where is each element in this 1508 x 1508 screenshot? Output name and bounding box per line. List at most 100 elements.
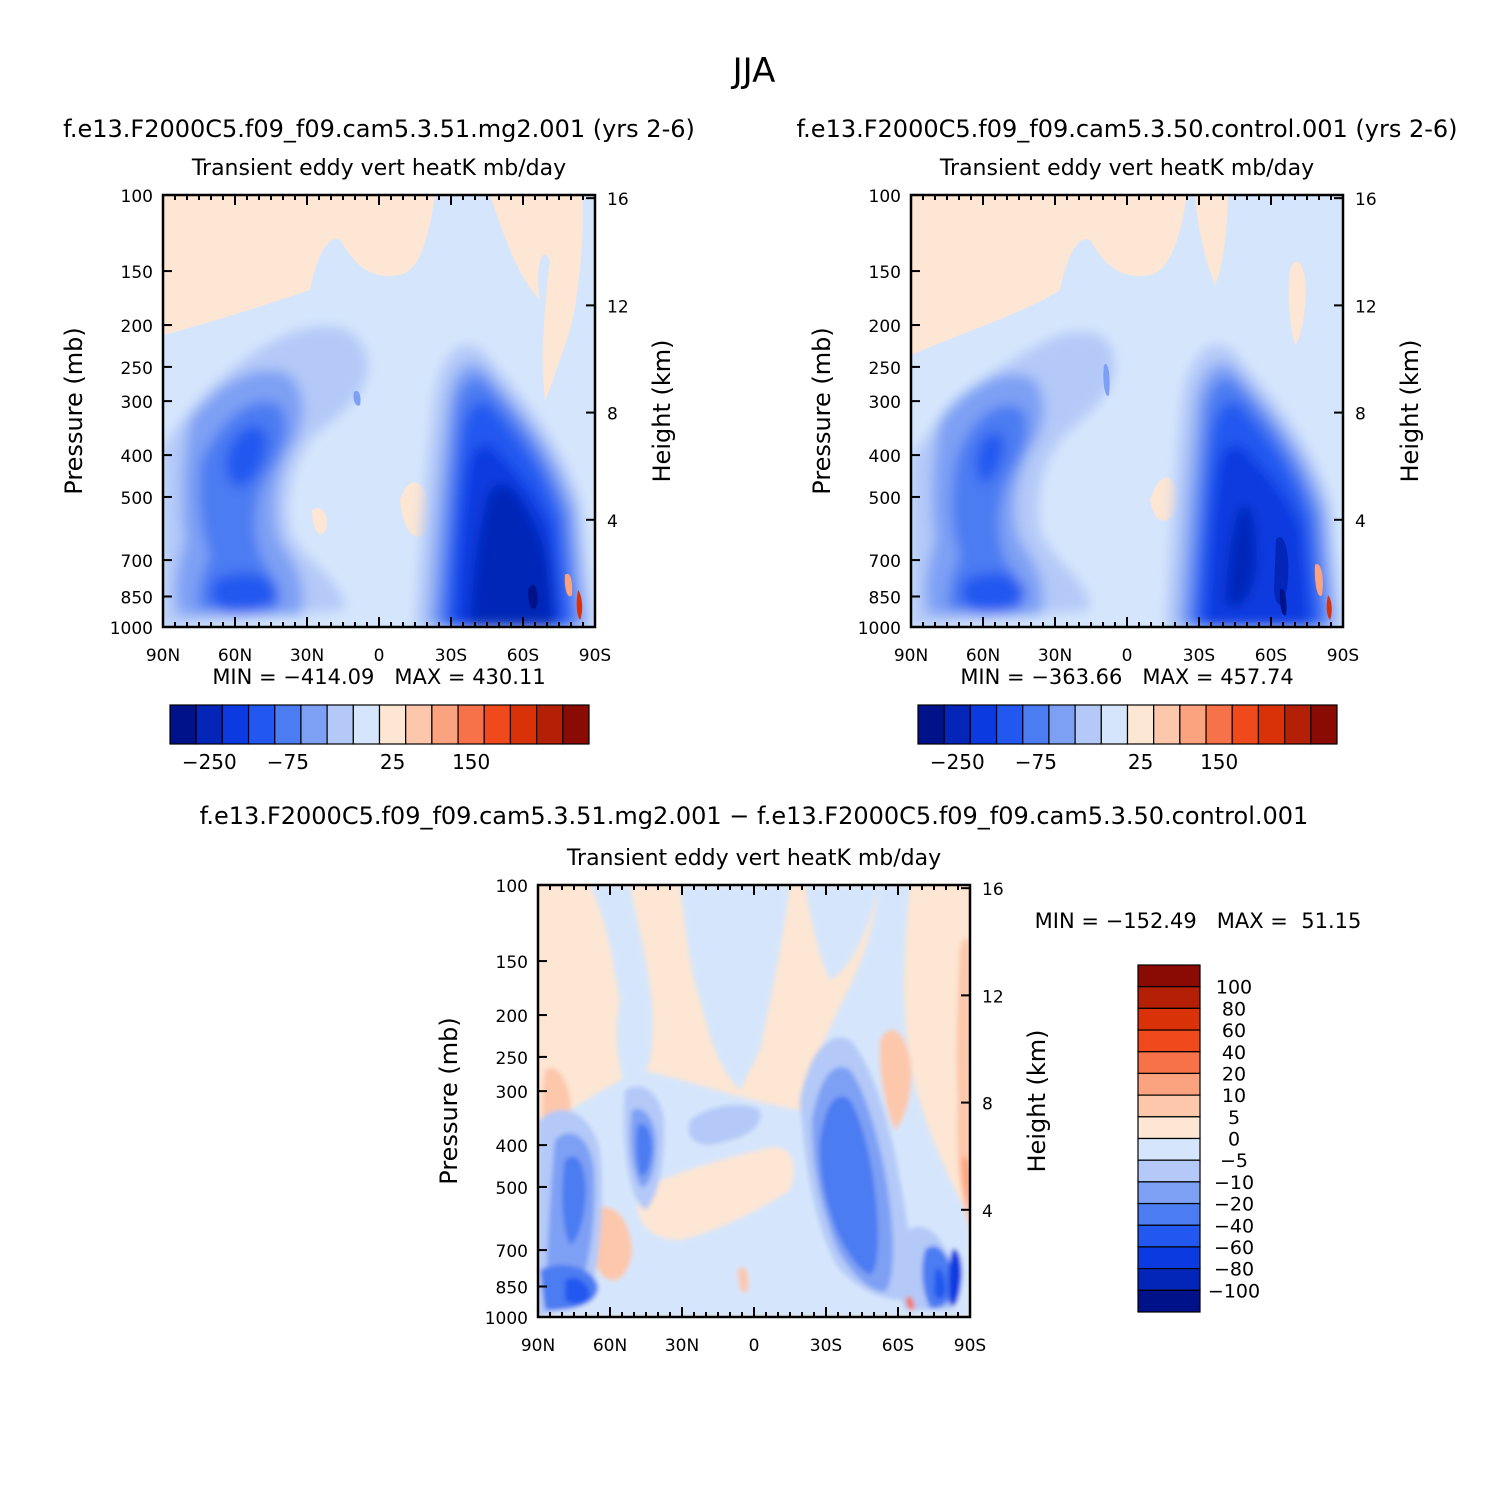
panel-b-ylabel: Pressure (mb) <box>808 327 836 494</box>
colorbar-box <box>352 704 381 745</box>
panel-b-contour-field <box>911 195 1343 627</box>
panel-a-y2label: Height (km) <box>648 340 676 483</box>
x-tick-label: 30N <box>1038 646 1072 666</box>
y2-tick-label: 16 <box>982 880 1004 900</box>
y-tick-label: 300 <box>121 393 153 413</box>
colorbar-box <box>195 704 223 745</box>
y-tick-label: 850 <box>496 1279 528 1299</box>
colorbar-label: 10 <box>1222 1085 1246 1107</box>
colorbar-box <box>995 704 1024 745</box>
y-tick-label: 400 <box>496 1137 528 1157</box>
panel-b-y2label: Height (km) <box>1396 340 1424 483</box>
x-tick-label: 0 <box>749 1336 760 1356</box>
panel-b-axes: 100 150 200 250 300 400 500 700 850 1000 16 12 8 4 90N… <box>858 187 1377 666</box>
x-tick-label: 60N <box>593 1336 627 1356</box>
panel-b-colorbar: −250 −75 25 150 <box>917 704 1338 774</box>
colorbar-box <box>969 704 998 745</box>
y-tick-label: 300 <box>869 393 901 413</box>
colorbar-box <box>1100 704 1129 745</box>
x-tick-label: 90N <box>146 646 180 666</box>
colorbar-box <box>405 704 433 745</box>
y2-tick-label: 8 <box>607 405 618 425</box>
panel-c-min-max: MIN = −152.49 MAX = 51.15 <box>1035 909 1362 933</box>
colorbar-box <box>917 704 945 745</box>
y-tick-label: 500 <box>496 1179 528 1199</box>
colorbar-label: −250 <box>182 750 237 774</box>
colorbar-box <box>1137 1116 1201 1140</box>
colorbar-box <box>1137 986 1201 1009</box>
colorbar-box <box>1137 1246 1201 1270</box>
y-tick-label: 150 <box>869 263 901 283</box>
colorbar-label: 25 <box>1128 750 1153 774</box>
x-tick-label: 60N <box>966 646 1000 666</box>
panel-c-subtitle: Transient eddy vert heatK mb/day <box>566 846 941 871</box>
y2-tick-label: 16 <box>1355 190 1377 210</box>
colorbar-box <box>274 704 302 745</box>
y2-tick-label: 12 <box>982 987 1004 1007</box>
colorbar-label: 25 <box>380 750 405 774</box>
colorbar-box <box>457 704 485 745</box>
colorbar-label: 5 <box>1228 1107 1240 1129</box>
colorbar-label: 40 <box>1222 1042 1246 1064</box>
y-tick-label: 400 <box>121 447 153 467</box>
colorbar-label: −20 <box>1214 1194 1254 1216</box>
y-tick-label: 200 <box>869 317 901 337</box>
panel-a-title: f.e13.F2000C5.f09_f09.cam5.3.51.mg2.001 … <box>63 115 695 143</box>
colorbar-box <box>1137 1202 1201 1226</box>
colorbar-box <box>1137 1029 1201 1053</box>
x-tick-label: 60S <box>882 1336 914 1356</box>
y-tick-label: 100 <box>496 877 528 897</box>
colorbar-box <box>1137 1007 1201 1031</box>
y-tick-label: 100 <box>121 187 153 207</box>
colorbar-box <box>1257 704 1286 745</box>
y-tick-label: 300 <box>496 1083 528 1103</box>
y-tick-label: 150 <box>496 953 528 973</box>
colorbar-box <box>169 704 197 745</box>
colorbar-box <box>562 704 590 745</box>
colorbar-label: 20 <box>1222 1063 1246 1085</box>
colorbar-box <box>1179 704 1207 745</box>
colorbar-label: −10 <box>1214 1172 1254 1194</box>
colorbar-label: 0 <box>1228 1129 1240 1151</box>
panel-c-y2label: Height (km) <box>1023 1030 1051 1173</box>
x-tick-label: 60S <box>1255 646 1287 666</box>
colorbar-box <box>1137 1051 1201 1075</box>
colorbar-box <box>1137 1224 1201 1248</box>
panel-c-contour-field <box>538 885 970 1317</box>
y-tick-label: 1000 <box>110 619 153 639</box>
panel-difference: f.e13.F2000C5.f09_f09.cam5.3.51.mg2.001 … <box>200 802 1362 1356</box>
colorbar-box <box>326 704 354 745</box>
colorbar-box <box>536 704 564 745</box>
y-tick-label: 700 <box>869 552 901 572</box>
colorbar-label: −75 <box>267 750 309 774</box>
panel-a-subtitle: Transient eddy vert heatK mb/day <box>191 156 566 181</box>
y-tick-label: 200 <box>496 1007 528 1027</box>
panel-b-subtitle: Transient eddy vert heatK mb/day <box>939 156 1314 181</box>
panel-a-ylabel: Pressure (mb) <box>60 327 88 494</box>
colorbar-label: −5 <box>1220 1150 1248 1172</box>
colorbar-box <box>1205 704 1233 745</box>
panel-c-axes: 100 150 200 250 300 400 500 700 850 1000 16 12 8 4 90N… <box>485 877 1004 1356</box>
colorbar-label: −60 <box>1214 1237 1254 1259</box>
colorbar-box <box>1284 704 1312 745</box>
y-tick-label: 1000 <box>858 619 901 639</box>
colorbar-label: −250 <box>930 750 985 774</box>
y-tick-label: 250 <box>496 1049 528 1069</box>
y-tick-label: 250 <box>869 359 901 379</box>
panel-a-axes: 100 150 200 250 300 400 500 700 850 1000 16 12 8 4 90N… <box>110 187 629 666</box>
x-tick-label: 90N <box>894 646 928 666</box>
y-tick-label: 250 <box>121 359 153 379</box>
colorbar-box <box>1137 1268 1201 1291</box>
colorbar-box <box>1137 1289 1201 1313</box>
colorbar-box <box>1137 1094 1201 1118</box>
colorbar-box <box>943 704 971 745</box>
colorbar-box <box>221 704 250 745</box>
colorbar-box <box>1310 704 1338 745</box>
x-tick-label: 90N <box>521 1336 555 1356</box>
colorbar-box <box>1137 1072 1201 1096</box>
colorbar-label: 150 <box>1200 750 1238 774</box>
panel-model-a: f.e13.F2000C5.f09_f09.cam5.3.51.mg2.001 … <box>60 115 695 774</box>
y2-tick-label: 4 <box>1355 512 1366 532</box>
colorbar-label: 80 <box>1222 998 1246 1020</box>
